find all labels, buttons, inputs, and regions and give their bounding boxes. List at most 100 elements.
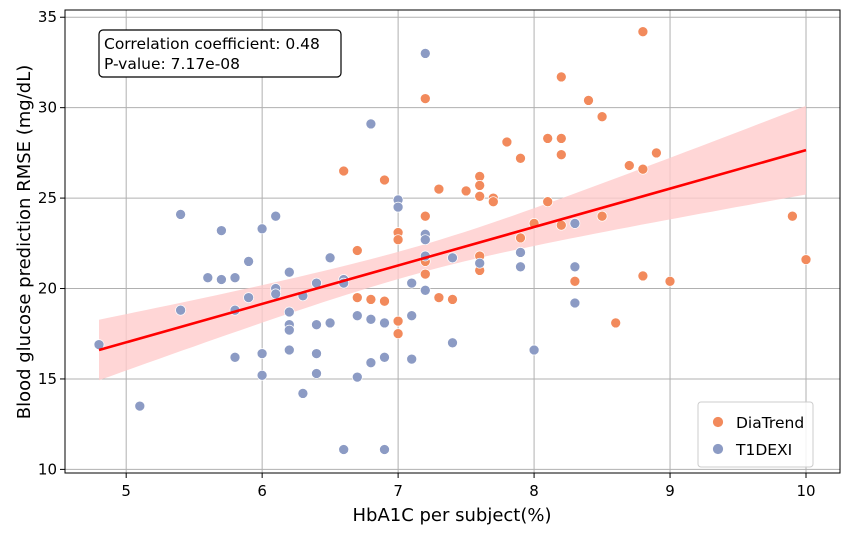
point-diatrend (555, 133, 567, 144)
point-t1dexi (419, 284, 431, 296)
point-diatrend (787, 210, 798, 222)
point-t1dexi (256, 223, 268, 235)
point-diatrend (392, 328, 404, 340)
point-diatrend (515, 232, 526, 244)
point-diatrend (501, 136, 513, 148)
point-diatrend (351, 292, 363, 303)
legend-marker-diatrend (712, 416, 724, 428)
point-t1dexi (365, 118, 377, 130)
point-diatrend (542, 133, 554, 144)
y-tick-label: 15 (38, 370, 57, 388)
point-diatrend (596, 111, 608, 123)
point-diatrend (474, 180, 486, 191)
point-diatrend (583, 95, 594, 106)
point-diatrend (637, 26, 649, 38)
point-t1dexi (365, 357, 377, 369)
point-diatrend (637, 270, 649, 282)
plot-frame (64, 9, 841, 474)
annotation-box-frame (98, 29, 342, 78)
point-diatrend (460, 185, 472, 197)
point-diatrend (447, 294, 458, 305)
point-diatrend (379, 295, 390, 307)
regression-line (98, 148, 807, 352)
x-axis-label: HbA1C per subject(%) (352, 505, 551, 526)
x-tick-label: 7 (393, 482, 403, 500)
y-axis-label: Blood glucose prediction RMSE (mg/dL) (14, 65, 35, 420)
x-tick-label: 5 (121, 482, 131, 500)
point-t1dexi (324, 252, 336, 264)
point-t1dexi (528, 344, 540, 356)
point-t1dexi (406, 353, 418, 365)
point-diatrend (433, 292, 445, 303)
y-axis-ticks: 10 15 20 25 30 35 (38, 8, 65, 478)
point-diatrend (487, 196, 499, 208)
point-t1dexi (311, 348, 322, 359)
point-t1dexi (338, 444, 350, 455)
point-t1dexi (202, 272, 214, 284)
point-t1dexi (311, 319, 322, 331)
point-t1dexi (175, 304, 186, 316)
x-tick-label: 6 (257, 482, 267, 500)
point-t1dexi (216, 225, 227, 236)
point-t1dexi (270, 288, 282, 300)
point-t1dexi (229, 351, 241, 363)
annotation-box: Correlation coefficient: 0.48 P-value: 7… (98, 29, 342, 78)
legend-marker-t1dexi (712, 443, 724, 455)
point-t1dexi (175, 209, 186, 220)
point-diatrend (433, 183, 445, 195)
x-axis-ticks: 5 6 7 8 9 10 (121, 473, 816, 500)
regression-line-group (98, 148, 807, 352)
point-diatrend (542, 196, 554, 208)
point-t1dexi (569, 297, 581, 309)
point-t1dexi (134, 400, 146, 412)
y-tick-label: 30 (38, 99, 57, 117)
point-t1dexi (270, 210, 282, 222)
point-t1dexi (569, 261, 581, 273)
legend: DiaTrend T1DEXI (697, 401, 814, 468)
point-diatrend (555, 149, 567, 161)
x-tick-label: 9 (665, 482, 675, 500)
point-t1dexi (351, 371, 363, 383)
point-diatrend (664, 275, 676, 287)
point-diatrend (419, 210, 431, 222)
point-diatrend (623, 160, 635, 171)
point-diatrend (351, 245, 363, 256)
point-t1dexi (365, 313, 377, 325)
point-diatrend (365, 294, 377, 305)
point-t1dexi (379, 317, 390, 329)
point-diatrend (419, 93, 431, 104)
point-t1dexi (324, 317, 336, 329)
legend-label-t1dexi: T1DEXI (735, 441, 792, 459)
point-t1dexi (283, 266, 295, 278)
point-diatrend (419, 268, 431, 280)
y-tick-label: 25 (38, 189, 57, 207)
point-t1dexi (419, 234, 431, 246)
point-diatrend (610, 317, 622, 329)
annotation-p-value: P-value: 7.17e-08 (104, 55, 240, 73)
point-t1dexi (447, 337, 458, 349)
point-t1dexi (447, 252, 458, 264)
point-diatrend (515, 152, 526, 164)
point-t1dexi (216, 274, 227, 285)
point-diatrend (596, 210, 608, 222)
y-tick-label: 20 (38, 280, 57, 298)
point-t1dexi (229, 272, 241, 284)
point-t1dexi (297, 388, 309, 399)
point-t1dexi (406, 310, 418, 322)
point-t1dexi (256, 348, 268, 359)
y-tick-label: 10 (38, 460, 57, 478)
point-diatrend (555, 219, 567, 231)
point-t1dexi (419, 48, 431, 59)
point-t1dexi (515, 261, 526, 273)
annotation-correlation: Correlation coefficient: 0.48 (104, 35, 320, 53)
point-t1dexi (392, 201, 404, 213)
point-diatrend (392, 315, 404, 327)
point-t1dexi (569, 218, 581, 229)
point-t1dexi (283, 306, 295, 318)
point-t1dexi (283, 344, 295, 356)
y-tick-label: 35 (38, 8, 57, 26)
point-t1dexi (515, 247, 526, 258)
point-t1dexi (243, 256, 254, 267)
confidence-band (99, 105, 806, 381)
